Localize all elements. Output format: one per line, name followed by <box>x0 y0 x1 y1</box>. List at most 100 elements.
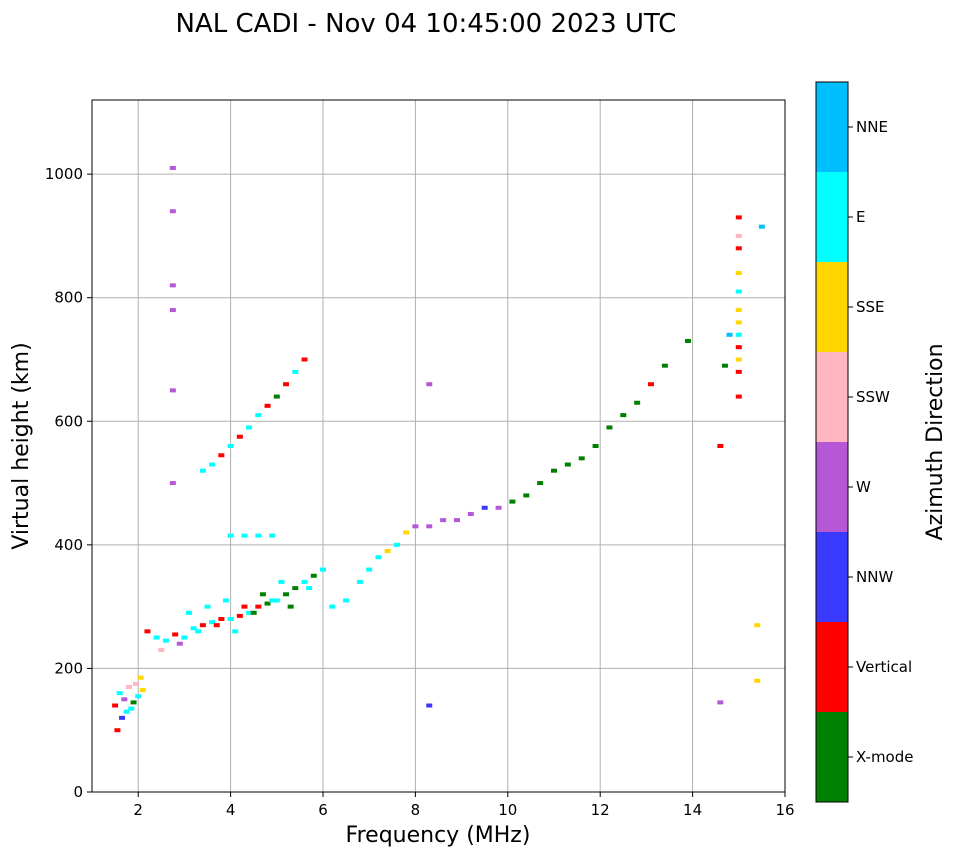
data-point <box>169 283 176 288</box>
data-point <box>481 505 488 510</box>
data-point <box>426 703 433 708</box>
data-point <box>620 413 627 418</box>
x-tick-label: 2 <box>133 801 143 819</box>
data-point <box>250 610 257 615</box>
data-point <box>735 320 742 325</box>
data-point <box>403 530 410 535</box>
data-point <box>735 271 742 275</box>
plot-area-frame <box>91 99 786 793</box>
data-point <box>306 586 313 591</box>
y-tick-label: 800 <box>54 289 83 307</box>
data-point <box>255 413 262 418</box>
x-tick-label: 16 <box>775 801 794 819</box>
data-point <box>199 623 206 628</box>
data-point <box>726 332 733 337</box>
data-point <box>144 629 151 634</box>
colorbar-segment <box>816 82 848 172</box>
data-point <box>648 382 655 387</box>
data-point <box>393 542 400 547</box>
colorbar-segment <box>816 442 848 532</box>
data-point <box>209 462 216 467</box>
data-point <box>172 632 179 637</box>
y-axis-label: Virtual height (km) <box>9 342 34 549</box>
colorbar-segment <box>816 172 848 262</box>
data-point <box>278 579 285 584</box>
data-point <box>169 165 176 170</box>
colorbar-label: NNW <box>856 568 893 586</box>
data-point <box>292 586 299 591</box>
x-tick-label: 10 <box>498 801 517 819</box>
data-points <box>112 165 765 733</box>
colorbar-label: X-mode <box>856 748 913 766</box>
data-point <box>384 549 391 554</box>
x-tick-label: 14 <box>683 801 702 819</box>
colorbar-segment <box>816 622 848 712</box>
data-point <box>523 493 530 498</box>
data-point <box>128 706 135 711</box>
data-point <box>169 209 176 214</box>
data-point <box>426 524 433 529</box>
data-point <box>130 700 137 705</box>
data-point <box>227 533 234 538</box>
data-point <box>564 462 571 467</box>
data-point <box>735 394 742 399</box>
data-point <box>116 691 123 696</box>
data-point <box>204 604 211 609</box>
data-point <box>375 555 382 560</box>
data-point <box>287 604 294 609</box>
data-point <box>537 481 544 486</box>
data-point <box>283 592 290 597</box>
data-point <box>213 623 220 628</box>
data-point <box>132 681 139 686</box>
colorbar-label: SSW <box>856 388 890 406</box>
y-tick-label: 600 <box>54 412 83 430</box>
data-point <box>758 224 765 229</box>
x-tick-label: 6 <box>318 801 328 819</box>
data-point <box>329 604 336 609</box>
data-point <box>176 641 183 646</box>
data-point <box>255 533 262 538</box>
data-point <box>169 388 176 393</box>
chart-title: NAL CADI - Nov 04 10:45:00 2023 UTC <box>176 9 677 39</box>
data-point <box>735 246 742 251</box>
data-point <box>135 694 142 699</box>
y-tick-label: 200 <box>54 659 83 677</box>
x-tick-label: 12 <box>591 801 610 819</box>
data-point <box>310 573 317 578</box>
data-point <box>754 678 761 683</box>
data-point <box>209 620 216 625</box>
data-point <box>721 363 728 368</box>
data-point <box>181 635 188 640</box>
data-point <box>273 598 280 603</box>
data-point <box>735 308 742 313</box>
data-point <box>158 647 165 652</box>
data-point <box>269 533 276 538</box>
data-point <box>112 703 119 708</box>
data-point <box>199 468 206 473</box>
data-point <box>264 403 271 408</box>
colorbar-label: NNE <box>856 118 888 136</box>
data-point <box>227 444 234 448</box>
data-point <box>232 629 239 634</box>
x-axis-ticks: 2 4 6 8 10 12 14 16 <box>133 792 795 819</box>
colorbar-segment <box>816 262 848 352</box>
y-tick-label: 400 <box>54 536 83 554</box>
data-point <box>735 332 742 337</box>
y-tick-label: 0 <box>73 783 83 801</box>
data-point <box>190 626 197 631</box>
data-point <box>121 697 128 702</box>
colorbar-label: E <box>856 208 865 226</box>
data-point <box>684 338 691 343</box>
data-point <box>735 345 742 350</box>
data-point <box>218 617 225 621</box>
data-point <box>292 369 299 374</box>
data-point <box>467 511 474 516</box>
data-point <box>236 434 243 439</box>
y-axis-ticks: 0 200 400 600 800 1000 <box>45 165 92 801</box>
data-point <box>592 444 599 448</box>
data-point <box>440 518 447 523</box>
data-point <box>301 357 308 362</box>
data-point <box>227 617 234 621</box>
data-point <box>218 453 225 458</box>
